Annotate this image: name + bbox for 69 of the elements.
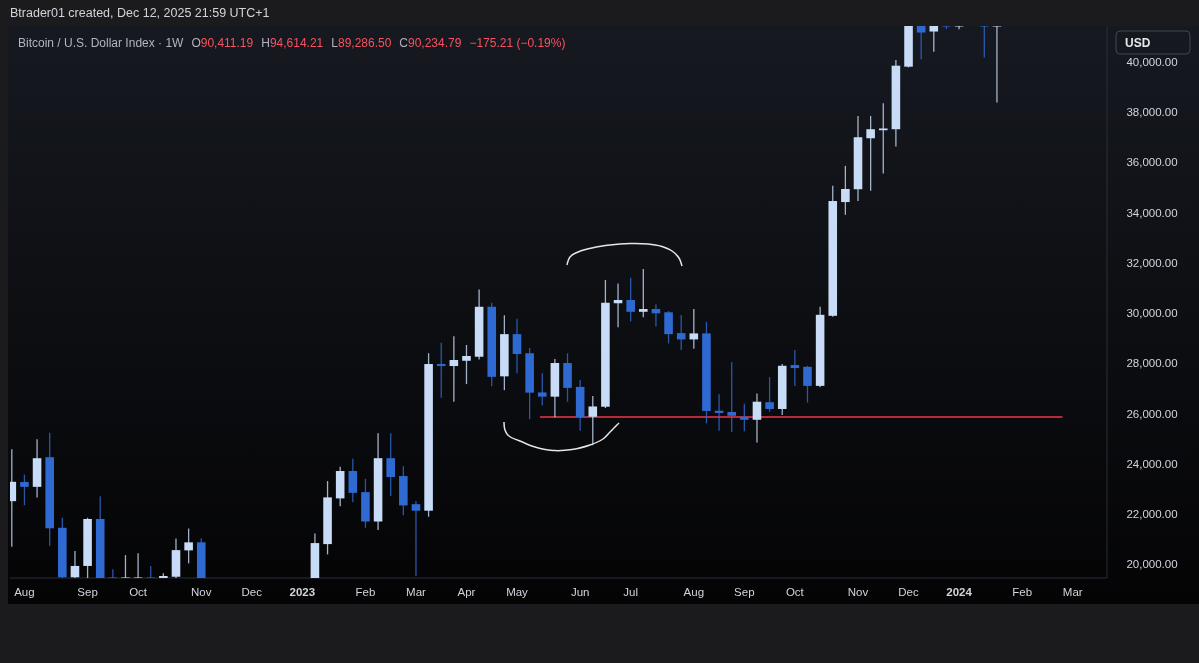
- x-tick-label: Dec: [241, 586, 263, 598]
- x-tick-label: Feb: [355, 586, 376, 598]
- y-tick-label: 20,000.00: [1126, 558, 1178, 571]
- candlestick: [878, 102, 888, 175]
- y-tick-label: 22,000.00: [1126, 507, 1178, 520]
- y-tick-label: 28,000.00: [1126, 357, 1178, 370]
- x-tick-label: Aug: [683, 586, 705, 598]
- x-tick-label: Jul: [623, 586, 639, 598]
- candlestick: [841, 165, 850, 216]
- candlestick: [462, 344, 471, 385]
- x-tick-label: Sep: [734, 586, 755, 598]
- candlestick: [790, 349, 800, 387]
- annotation: C90,234.79: [399, 36, 462, 50]
- candlestick: [411, 500, 421, 577]
- candlestick: [929, 26, 939, 53]
- candlestick: [588, 395, 598, 446]
- candlestick: [537, 372, 547, 407]
- candlestick: [449, 335, 459, 403]
- x-tick-label: May: [506, 586, 529, 598]
- candlestick: [752, 392, 762, 444]
- candlestick: [512, 318, 522, 374]
- y-tick-label: 40,000.00: [1126, 55, 1178, 68]
- candlestick: [740, 403, 749, 432]
- candlestick: [866, 115, 875, 192]
- y-axis-title: USD: [1125, 36, 1151, 50]
- y-tick-label: 26,000.00: [1126, 407, 1178, 420]
- candlestick: [803, 365, 812, 404]
- annotation: H94,614.21: [261, 36, 324, 50]
- x-tick-label: Nov: [847, 586, 869, 598]
- candlestick: [916, 26, 926, 60]
- candlestick: [992, 26, 1002, 104]
- y-tick-label: 34,000.00: [1126, 206, 1178, 219]
- candlestick: [765, 376, 774, 413]
- annotation: L89,286.50: [331, 36, 392, 50]
- text: Btrader01 created, Dec 12, 2025 21:59 UTC+1: [10, 6, 270, 20]
- y-tick-label: 30,000.00: [1126, 307, 1178, 320]
- candlestick: [386, 432, 395, 497]
- x-tick-label: Feb: [1012, 586, 1033, 598]
- x-tick-label: Mar: [406, 586, 427, 598]
- x-tick-label: 2024: [946, 586, 973, 598]
- x-tick-label: Oct: [785, 586, 805, 598]
- candlestick: [436, 342, 446, 399]
- x-tick-label: Jun: [570, 586, 590, 598]
- candlestick: [639, 268, 648, 318]
- candlestick: [184, 527, 193, 565]
- candlestick: [664, 310, 673, 345]
- x-tick-label: Nov: [191, 586, 212, 598]
- candlestick: [70, 550, 80, 578]
- candlestick: [689, 308, 699, 350]
- annotation: −175.21 (−0.19%): [469, 36, 566, 50]
- x-tick-label: Oct: [129, 586, 148, 598]
- candlestick: [20, 473, 29, 506]
- candlestick: [727, 361, 736, 433]
- y-tick-label: 24,000.00: [1126, 457, 1178, 470]
- candlestick: [348, 458, 358, 503]
- x-tick-label: 2023: [289, 586, 316, 598]
- x-tick-label: Dec: [898, 586, 919, 598]
- y-tick-label: 32,000.00: [1126, 256, 1178, 269]
- text: Bitcoin / U.S. Dollar Index · 1W: [18, 36, 185, 50]
- candlestick: [626, 276, 635, 323]
- annotation: O90,411.19: [191, 36, 254, 50]
- candlestick: [954, 26, 964, 30]
- x-tick-label: Mar: [1062, 586, 1083, 598]
- x-tick-label: Apr: [457, 586, 476, 598]
- x-tick-label: Sep: [77, 586, 98, 598]
- y-tick-label: 36,000.00: [1126, 156, 1178, 169]
- y-tick-label: 38,000.00: [1126, 106, 1178, 119]
- candlestick: [980, 26, 989, 59]
- x-tick-label: Aug: [14, 586, 35, 598]
